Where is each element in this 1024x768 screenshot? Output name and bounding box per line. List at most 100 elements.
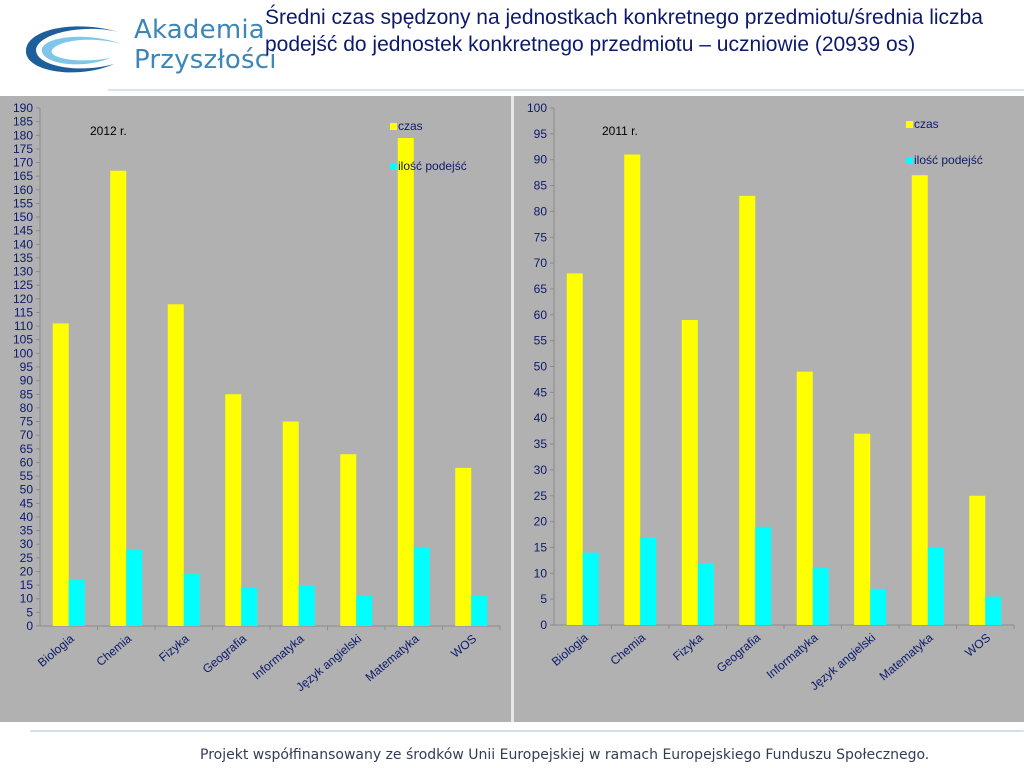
y-tick-label: 185 — [13, 115, 33, 129]
y-tick-label: 55 — [20, 469, 34, 483]
bar-ilosc-podejsc-2011 — [755, 526, 772, 625]
bar-ilosc-podejsc-2012 — [471, 596, 488, 626]
bar-ilosc-podejsc-2011 — [582, 552, 599, 625]
y-tick-label: 20 — [20, 564, 34, 578]
bar-chart-2012: 0510152025303540455055606570758085909510… — [13, 101, 501, 694]
bar-ilosc-podejsc-2012 — [413, 546, 430, 626]
bar-czas-2011 — [624, 154, 641, 625]
bar-czas-2011 — [681, 319, 698, 625]
x-tick-label: Chemia — [93, 631, 134, 669]
bar-ilosc-podejsc-2011 — [812, 568, 829, 625]
bar-ilosc-podejsc-2011 — [640, 537, 657, 625]
bar-ilosc-podejsc-2012 — [241, 587, 258, 626]
y-tick-label: 60 — [534, 308, 548, 322]
y-tick-label: 50 — [534, 360, 548, 374]
y-tick-label: 140 — [13, 237, 33, 251]
y-tick-label: 95 — [534, 127, 548, 141]
y-tick-label: 165 — [13, 169, 33, 183]
bar-czas-2011 — [854, 433, 871, 625]
y-tick-label: 75 — [20, 415, 34, 429]
bar-czas-2012 — [282, 421, 299, 626]
x-tick-label: Chemia — [607, 630, 648, 668]
y-tick-label: 35 — [20, 524, 34, 538]
legend-label: czas — [914, 117, 939, 131]
legend-swatch — [390, 163, 397, 170]
bar-ilosc-podejsc-2012 — [68, 579, 85, 626]
y-tick-label: 10 — [534, 566, 548, 580]
bar-czas-2012 — [167, 304, 184, 626]
chart-title-2011: 2011 r. — [602, 124, 638, 138]
y-tick-label: 25 — [534, 489, 548, 503]
footer-text: Projekt współfinansowany ze środków Unii… — [200, 747, 930, 763]
legend-swatch — [906, 121, 913, 128]
page-title: Średni czas spędzony na jednostkach konk… — [265, 6, 983, 56]
chart-panel-2011: 0 5 10 15 20 25 30 35 40 45 50 55 60 65 70 75 80 85 90 95 10… — [514, 96, 1024, 722]
y-tick-label: 45 — [534, 385, 548, 399]
footer-divider — [30, 730, 1024, 732]
y-tick-label: 55 — [534, 334, 548, 348]
y-tick-label: 80 — [534, 204, 548, 218]
y-tick-label: 85 — [534, 179, 548, 193]
x-tick-label: Fizyka — [670, 630, 706, 663]
y-tick-label: 90 — [534, 153, 548, 167]
y-tick-label: 45 — [20, 496, 34, 510]
y-tick-label: 35 — [534, 437, 548, 451]
chart-title-2012: 2012 r. — [90, 124, 127, 138]
logo-text-line2: Przyszłości — [134, 45, 277, 75]
legend-swatch — [390, 123, 397, 130]
y-tick-label: 15 — [20, 578, 34, 592]
y-tick-label: 65 — [20, 442, 34, 456]
bar-czas-2011 — [739, 195, 756, 625]
y-tick-label: 95 — [20, 360, 34, 374]
bar-czas-2012 — [455, 467, 472, 626]
y-tick-label: 170 — [13, 156, 33, 170]
y-tick-label: 5 — [26, 605, 33, 619]
y-tick-label: 190 — [13, 101, 33, 115]
y-tick-label: 50 — [20, 483, 34, 497]
x-tick-label: Matematyka — [363, 631, 422, 684]
y-tick-label: 40 — [20, 510, 34, 524]
y-tick-label: 120 — [13, 292, 33, 306]
y-tick-label: 130 — [13, 265, 33, 279]
y-tick-label: 100 — [13, 346, 33, 360]
y-tick-label: 155 — [13, 196, 33, 210]
x-tick-label: WOS — [962, 631, 993, 660]
x-tick-label: Matematyka — [877, 630, 936, 683]
bar-czas-2011 — [566, 273, 583, 625]
y-tick-label: 40 — [534, 411, 548, 425]
x-tick-label: Informatyka — [764, 630, 821, 681]
bar-czas-2012 — [110, 170, 127, 626]
y-tick-label: 75 — [534, 230, 548, 244]
y-tick-label: 180 — [13, 128, 33, 142]
bar-chart-2011: 0 5 10 15 20 25 30 35 40 45 50 55 60 65 70 75 80 85 90 95 10… — [527, 101, 1015, 693]
y-tick-label: 10 — [20, 592, 34, 606]
bar-czas-2012 — [397, 137, 414, 626]
x-tick-label: Geografia — [200, 631, 250, 676]
bar-ilosc-podejsc-2012 — [183, 574, 200, 626]
y-tick-label: 105 — [13, 333, 33, 347]
y-tick-label: 100 — [527, 101, 547, 115]
y-tick-label: 90 — [20, 374, 34, 388]
bar-czas-2011 — [796, 371, 813, 625]
legend-label: ilość podejść — [398, 159, 467, 173]
bar-ilosc-podejsc-2012 — [356, 596, 373, 626]
y-tick-label: 125 — [13, 278, 33, 292]
y-tick-label: 80 — [20, 401, 34, 415]
y-tick-label: 175 — [13, 142, 33, 156]
swoosh-logo-icon — [25, 26, 122, 73]
y-tick-label: 5 — [540, 592, 547, 606]
bar-ilosc-podejsc-2011 — [870, 588, 887, 625]
y-tick-label: 0 — [26, 619, 33, 633]
title-divider — [108, 89, 1024, 91]
panel-divider — [511, 96, 514, 722]
y-tick-label: 150 — [13, 210, 33, 224]
y-tick-label: 70 — [534, 256, 548, 270]
y-tick-label: 25 — [20, 551, 34, 565]
y-tick-label: 135 — [13, 251, 33, 265]
y-tick-label: 115 — [14, 305, 33, 319]
bar-ilosc-podejsc-2012 — [126, 549, 143, 626]
bar-czas-2012 — [340, 454, 357, 626]
y-tick-label: 145 — [13, 224, 33, 238]
bar-ilosc-podejsc-2012 — [298, 585, 315, 626]
legend-swatch — [906, 157, 913, 164]
